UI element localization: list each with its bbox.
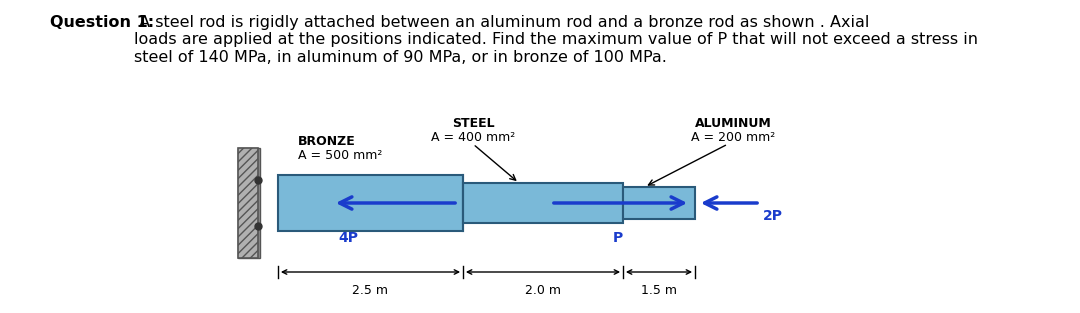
Text: 1.5 m: 1.5 m [642, 284, 677, 297]
Text: ALUMINUM: ALUMINUM [694, 117, 771, 130]
Text: 2.5 m: 2.5 m [352, 284, 389, 297]
Text: P: P [612, 231, 623, 245]
Bar [238, 148, 258, 258]
Text: STEEL: STEEL [451, 117, 495, 130]
Bar [623, 187, 696, 219]
Text: 2P: 2P [762, 209, 783, 223]
Bar [463, 183, 623, 223]
Text: A steel rod is rigidly attached between an aluminum rod and a bronze rod as show: A steel rod is rigidly attached between … [134, 15, 978, 65]
Text: 4P: 4P [338, 231, 359, 245]
Text: A = 400 mm²: A = 400 mm² [431, 131, 515, 144]
Text: A = 500 mm²: A = 500 mm² [298, 149, 382, 162]
Text: BRONZE: BRONZE [298, 135, 355, 148]
Text: A = 200 mm²: A = 200 mm² [691, 131, 775, 144]
Bar [278, 175, 463, 231]
Bar [238, 148, 260, 258]
Text: Question 1:: Question 1: [50, 15, 154, 30]
Text: 2.0 m: 2.0 m [525, 284, 561, 297]
